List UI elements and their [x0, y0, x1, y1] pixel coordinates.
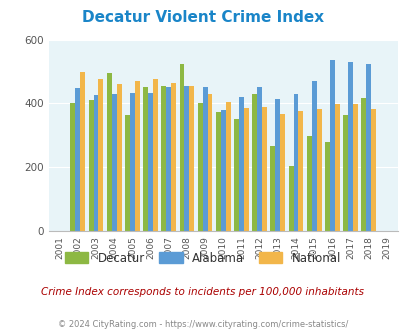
Bar	[370, 109, 375, 231]
Bar	[334, 104, 339, 231]
Bar	[311, 81, 316, 231]
Bar	[98, 80, 103, 231]
Bar	[179, 63, 184, 231]
Bar	[347, 62, 352, 231]
Text: Decatur Violent Crime Index: Decatur Violent Crime Index	[82, 10, 323, 25]
Bar	[352, 104, 357, 231]
Bar	[360, 98, 365, 231]
Bar	[134, 81, 139, 231]
Bar	[243, 108, 248, 231]
Bar	[148, 93, 153, 231]
Bar	[329, 60, 334, 231]
Bar	[202, 87, 207, 231]
Bar	[293, 94, 298, 231]
Bar	[75, 88, 80, 231]
Bar	[220, 110, 225, 231]
Bar	[257, 87, 262, 231]
Text: © 2024 CityRating.com - https://www.cityrating.com/crime-statistics/: © 2024 CityRating.com - https://www.city…	[58, 320, 347, 329]
Bar	[234, 119, 239, 231]
Bar	[342, 115, 347, 231]
Bar	[279, 114, 285, 231]
Bar	[197, 103, 202, 231]
Bar	[93, 95, 98, 231]
Bar	[111, 94, 116, 231]
Bar	[88, 100, 93, 231]
Bar	[215, 112, 220, 231]
Bar	[130, 93, 134, 231]
Bar	[107, 73, 111, 231]
Bar	[207, 94, 212, 231]
Bar	[80, 72, 85, 231]
Bar	[316, 109, 321, 231]
Bar	[252, 94, 257, 231]
Bar	[225, 102, 230, 231]
Bar	[365, 63, 370, 231]
Legend: Decatur, Alabama, National: Decatur, Alabama, National	[60, 247, 345, 269]
Bar	[262, 107, 266, 231]
Bar	[270, 147, 275, 231]
Bar	[70, 103, 75, 231]
Bar	[166, 87, 171, 231]
Bar	[153, 80, 158, 231]
Bar	[306, 136, 311, 231]
Bar	[184, 86, 189, 231]
Text: Crime Index corresponds to incidents per 100,000 inhabitants: Crime Index corresponds to incidents per…	[41, 287, 364, 297]
Bar	[239, 97, 243, 231]
Bar	[171, 82, 176, 231]
Bar	[116, 83, 121, 231]
Bar	[288, 166, 293, 231]
Bar	[324, 142, 329, 231]
Bar	[189, 86, 194, 231]
Bar	[143, 87, 148, 231]
Bar	[161, 86, 166, 231]
Bar	[125, 115, 130, 231]
Bar	[298, 112, 303, 231]
Bar	[275, 99, 279, 231]
